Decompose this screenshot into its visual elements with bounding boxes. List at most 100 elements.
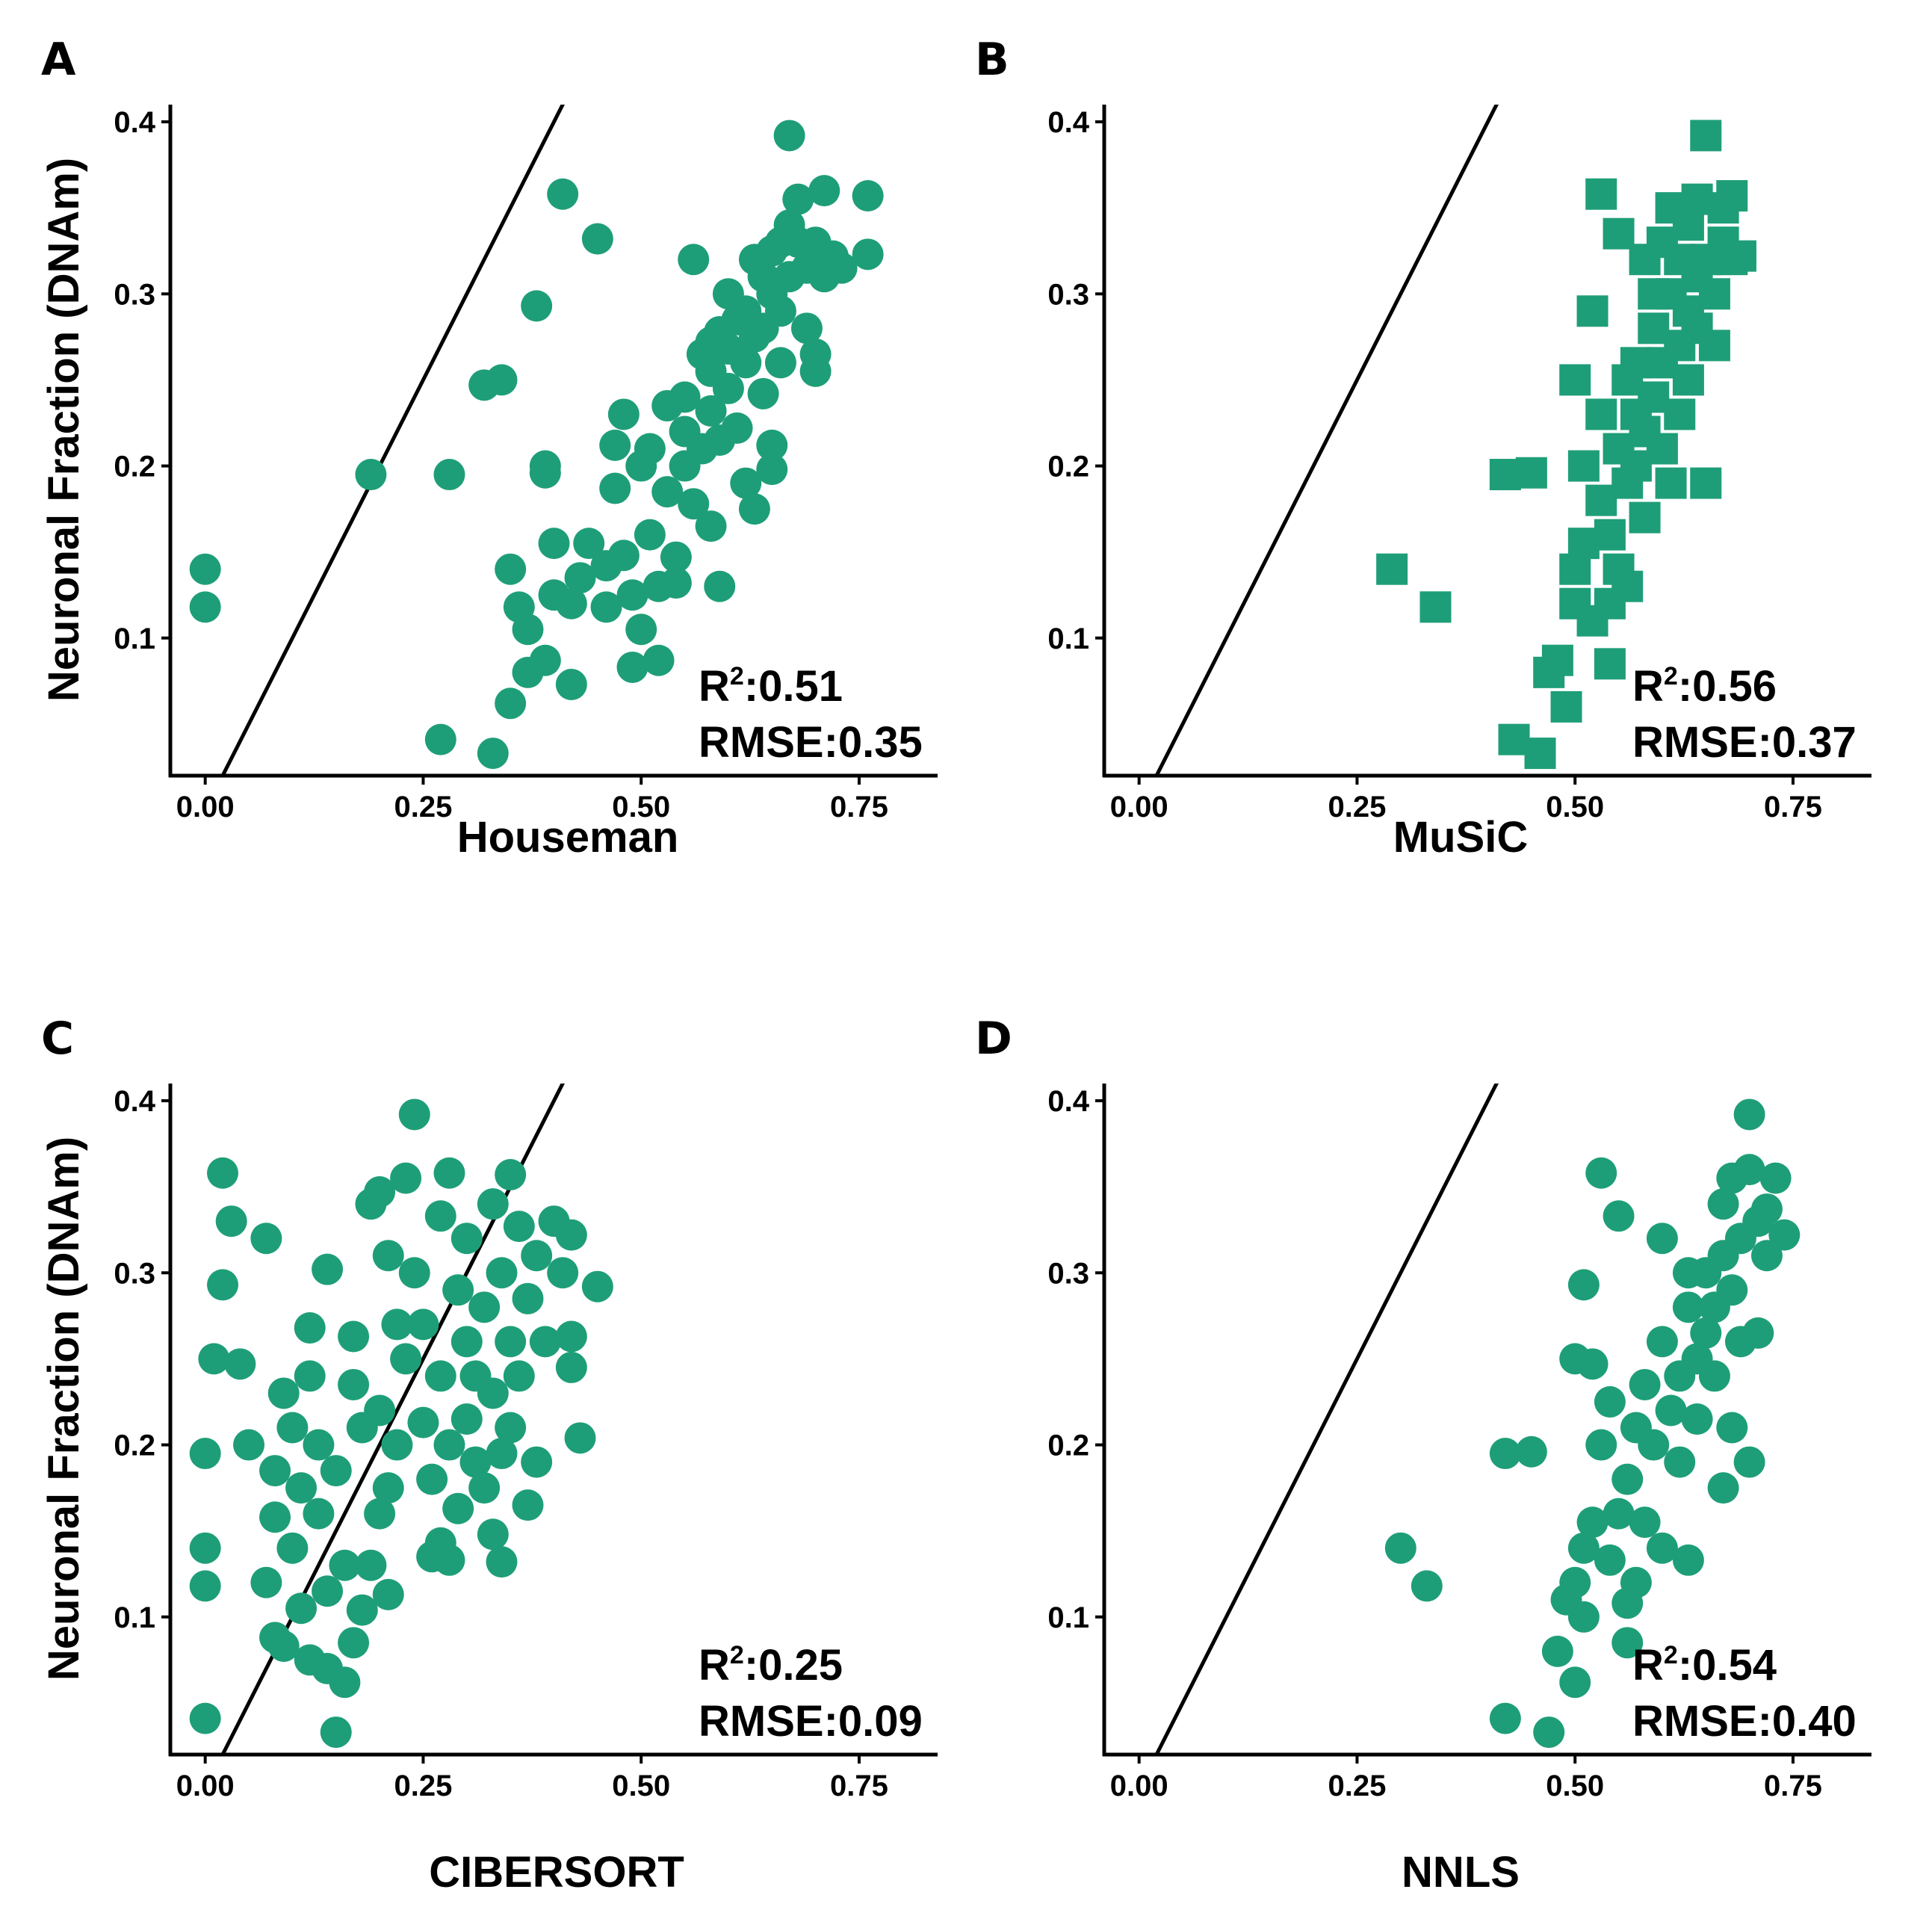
scatter-point xyxy=(1672,1291,1704,1323)
r-squared-annotation: R2:0.56 xyxy=(1632,662,1777,711)
scatter-point xyxy=(189,553,221,585)
scatter-point xyxy=(1498,723,1530,755)
panel-a: A 0.00 0.25 0.50 0.75 0.1 0.2 0.3 0.4 Houseman Neu… xyxy=(40,34,938,862)
scatter-point xyxy=(276,1412,309,1444)
scatter-point xyxy=(1585,1157,1617,1189)
scatter-point xyxy=(764,347,796,379)
scatter-point xyxy=(285,1472,318,1504)
y-tick-label: 0.1 xyxy=(114,622,155,655)
x-axis-title: NNLS xyxy=(1402,1848,1520,1897)
scatter-point xyxy=(407,1406,439,1438)
scatter-point xyxy=(547,1257,579,1289)
x-tick-label: 0.25 xyxy=(394,791,453,823)
scatter-point xyxy=(721,412,753,444)
y-tick-label: 0.3 xyxy=(114,1257,155,1290)
scatter-point xyxy=(1594,1385,1626,1418)
x-tick-label: 0.75 xyxy=(830,1770,888,1802)
scatter-point xyxy=(1733,1446,1765,1478)
scatter-point xyxy=(678,244,710,276)
scatter-point xyxy=(294,1311,326,1344)
y-tick-label: 0.4 xyxy=(1047,1085,1089,1118)
scatter-point xyxy=(590,591,622,623)
scatter-point xyxy=(555,1320,587,1353)
scatter-point xyxy=(1646,1223,1678,1255)
scatter-point xyxy=(1681,1403,1713,1435)
scatter-point xyxy=(1489,1438,1521,1470)
scatter-point xyxy=(1620,1566,1652,1598)
scatter-point xyxy=(1655,1394,1687,1427)
scatter-point xyxy=(381,1308,413,1341)
scatter-point xyxy=(1724,240,1756,272)
scatter-point xyxy=(451,1326,483,1358)
scatter-point xyxy=(1567,450,1600,482)
scatter-point xyxy=(1541,1635,1573,1667)
scatter-point xyxy=(1603,1498,1635,1530)
scatter-point xyxy=(503,1211,535,1243)
x-tick-label: 0.50 xyxy=(612,1770,670,1802)
scatter-point xyxy=(1489,1702,1521,1734)
scatter-point xyxy=(799,355,832,387)
scatter-point xyxy=(529,457,561,489)
scatter-point xyxy=(1638,381,1670,413)
scatter-point xyxy=(1594,519,1626,551)
scatter-point xyxy=(1690,1317,1722,1349)
y-tick-label: 0.4 xyxy=(114,1085,155,1118)
scatter-point xyxy=(381,1429,413,1461)
scatter-point xyxy=(424,1360,456,1392)
scatter-point xyxy=(1664,398,1696,430)
x-axis-title: MuSiC xyxy=(1393,813,1528,862)
scatter-point xyxy=(303,1429,335,1461)
scatter-point xyxy=(1716,1274,1748,1306)
scatter-point xyxy=(285,1592,318,1625)
scatter-point xyxy=(651,476,684,508)
scatter-point xyxy=(433,459,465,491)
scatter-point xyxy=(1742,1317,1774,1349)
scatter-point xyxy=(276,1532,309,1564)
rmse-annotation: RMSE:0.35 xyxy=(699,718,923,767)
scatter-point xyxy=(442,1274,474,1306)
identity-line xyxy=(1154,105,1499,776)
scatter-point xyxy=(233,1429,265,1461)
scatter-point xyxy=(808,175,840,207)
scatter-point xyxy=(1515,457,1547,489)
scatter-point xyxy=(486,1438,518,1470)
scatter-point xyxy=(267,1630,300,1662)
scatter-point xyxy=(338,1320,370,1353)
scatter-point xyxy=(451,1223,483,1255)
scatter-point xyxy=(1594,1544,1626,1576)
scatter-point xyxy=(424,723,456,755)
scatter-point xyxy=(852,180,884,212)
y-axis-title: Neuronal Fraction (DNAm) xyxy=(40,158,88,702)
scatter-point xyxy=(477,1188,509,1220)
scatter-point xyxy=(747,377,779,410)
scatter-point xyxy=(512,614,544,646)
scatter-point xyxy=(564,1422,596,1454)
scatter-point xyxy=(529,1326,561,1358)
scatter-point xyxy=(312,1253,344,1285)
scatter-point xyxy=(1768,1219,1801,1251)
x-axis-title: CIBERSORT xyxy=(429,1848,684,1897)
scatter-point xyxy=(486,1257,518,1289)
scatter-point xyxy=(433,1157,465,1189)
y-tick-label: 0.2 xyxy=(1047,451,1089,483)
scatter-point xyxy=(1567,1532,1600,1564)
scatter-point xyxy=(364,1394,396,1427)
scatter-point xyxy=(1411,1570,1443,1602)
scatter-point xyxy=(320,1455,352,1487)
y-tick-label: 0.3 xyxy=(114,278,155,311)
scatter-point xyxy=(329,1666,361,1699)
scatter-point xyxy=(634,433,666,465)
r-squared-annotation: R2:0.54 xyxy=(1632,1641,1777,1690)
scatter-point xyxy=(433,1544,465,1576)
scatter-point xyxy=(607,398,640,430)
scatter-point xyxy=(1672,1544,1704,1576)
x-tick-label: 0.25 xyxy=(1328,1770,1387,1802)
scatter-point xyxy=(1629,501,1661,534)
scatter-point xyxy=(695,395,727,427)
x-tick-label: 0.25 xyxy=(1328,791,1387,823)
scatter-point xyxy=(1646,433,1678,465)
scatter-point xyxy=(599,472,631,504)
scatter-point xyxy=(564,562,596,594)
scatter-point xyxy=(1638,1429,1670,1461)
x-tick-label: 0.75 xyxy=(1764,791,1822,823)
